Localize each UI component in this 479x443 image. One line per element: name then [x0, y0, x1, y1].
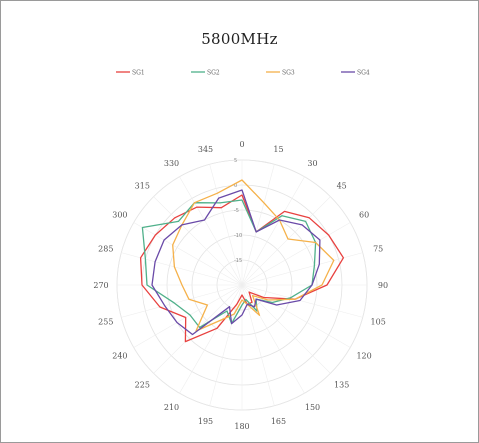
radial-tick-label: 0 [234, 183, 237, 189]
angle-label: 60 [359, 211, 369, 220]
legend-label-sg3: SG3 [282, 70, 295, 77]
series-line-sg1 [139, 194, 345, 343]
angle-label: 30 [307, 159, 317, 168]
grid-spoke [241, 284, 363, 318]
grid-spoke [153, 196, 243, 286]
angle-label: 210 [164, 403, 179, 412]
angle-label: 120 [356, 352, 371, 361]
angle-label: 105 [371, 317, 386, 326]
grid-spoke [133, 222, 243, 286]
grid-spoke [241, 176, 305, 286]
series-line-sg4 [151, 189, 321, 336]
angle-label: 285 [98, 245, 113, 254]
angle-label: 75 [373, 245, 383, 254]
angle-label: 135 [334, 381, 349, 390]
radial-tick-label: -5 [234, 208, 239, 214]
polar-grid: 5 0 -5 -10 -15 [116, 158, 368, 411]
angle-labels: 0 15 30 45 60 75 90 105 120 135 150 165 180 195 210 225… [93, 140, 388, 431]
grid-spoke [153, 284, 243, 374]
grid-spoke [179, 176, 243, 286]
angle-label: 195 [198, 417, 213, 426]
legend-label-sg4: SG4 [357, 70, 370, 77]
angle-label: 90 [378, 281, 388, 290]
legend-label-sg1: SG1 [132, 70, 145, 77]
angle-label: 225 [135, 381, 150, 390]
legend-label-sg2: SG2 [207, 70, 220, 77]
grid-spoke [179, 284, 243, 394]
series-line-sg3 [172, 179, 335, 332]
radial-tick-label: 5 [234, 158, 237, 164]
grid-spoke [241, 196, 331, 286]
grid-spoke [121, 252, 243, 286]
legend: SG1 SG2 SG3 SG4 [116, 70, 370, 77]
grid-spoke [241, 222, 351, 286]
angle-label: 315 [135, 181, 150, 190]
angle-label: 300 [112, 211, 127, 220]
angle-label: 0 [239, 140, 244, 149]
angle-label: 165 [271, 417, 286, 426]
angle-label: 240 [112, 352, 127, 361]
grid-spoke [121, 284, 243, 318]
angle-label: 330 [164, 159, 179, 168]
chart-title: 5800MHz [201, 30, 278, 48]
angle-label: 45 [337, 181, 347, 190]
radial-tick-label: -15 [234, 258, 242, 264]
grid-spoke [241, 284, 351, 348]
angle-label: 270 [93, 281, 108, 290]
angle-label: 150 [305, 403, 320, 412]
angle-label: 345 [198, 145, 213, 154]
grid-spoke [133, 284, 243, 348]
series-layer [139, 179, 345, 343]
angle-label: 15 [273, 145, 283, 154]
grid-spoke [241, 252, 363, 286]
angle-label: 255 [98, 317, 113, 326]
angle-label: 180 [234, 422, 249, 431]
grid-spoke [241, 164, 275, 286]
radial-tick-label: -10 [234, 233, 242, 239]
grid-spoke [209, 164, 243, 286]
grid-spoke [241, 284, 305, 394]
